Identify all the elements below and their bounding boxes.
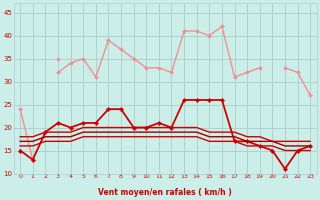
X-axis label: Vent moyen/en rafales ( km/h ): Vent moyen/en rafales ( km/h ) (98, 188, 232, 197)
